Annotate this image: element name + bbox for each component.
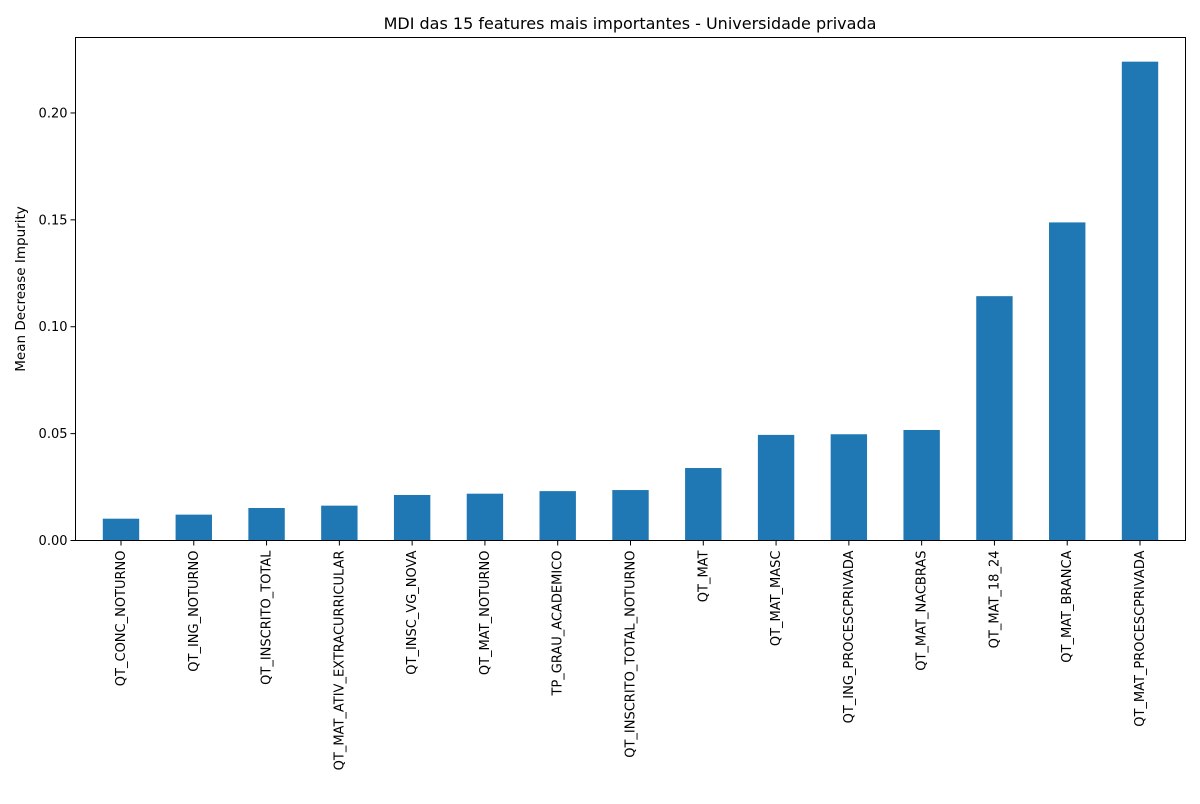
y-tick-label: 0.05 (39, 427, 68, 442)
y-axis-ticks: 0.00 0.05 0.10 0.15 0.20 (39, 106, 76, 549)
bar-qt-mat-procescprivada (1121, 61, 1159, 541)
x-tick-label: QT_MAT_NACBRAS (915, 551, 930, 671)
bar-tp-grau-academico (539, 491, 576, 541)
y-tick-label: 0.10 (39, 320, 68, 335)
bar-qt-mat-branca (1049, 222, 1086, 541)
bar-qt-conc-noturno (102, 518, 140, 541)
x-tick-label: QT_MAT_ATIV_EXTRACURRICULAR (332, 551, 347, 771)
bar-qt-inscrito-total (248, 508, 285, 541)
x-tick-label: QT_MAT_MASC (769, 551, 784, 647)
bar-qt-inscrito-total-noturno (612, 490, 649, 541)
bar-qt-ing-procescprivada (830, 434, 868, 541)
bar-qt-mat-noturno (466, 493, 504, 541)
x-tick-label: QT_INSCRITO_TOTAL_NOTURNO (624, 551, 639, 758)
bar-qt-mat-nacbras (903, 429, 940, 541)
x-tick-label: TP_GRAU_ACADEMICO (551, 551, 566, 697)
x-tick-label: QT_MAT_PROCESCPRIVADA (1133, 550, 1148, 726)
bar-qt-ing-noturno (175, 514, 212, 541)
y-tick-label: 0.00 (39, 534, 68, 549)
plot-frame (75, 37, 1186, 541)
bar-qt-insc-vg-nova (393, 494, 431, 541)
bar-qt-mat (685, 468, 722, 541)
x-tick-label: QT_INSC_VG_NOVA (405, 550, 420, 674)
bars-group (102, 61, 1159, 541)
y-axis-label: Mean Decrease Impurity (13, 206, 29, 372)
x-axis-ticks: QT_CONC_NOTURNO QT_ING_NOTURNO QT_INSCRITO… (114, 540, 1148, 771)
bar-qt-mat-masc (757, 434, 795, 541)
bar-qt-mat-ativ-extracurricular (321, 505, 358, 541)
x-tick-label: QT_MAT_NOTURNO (478, 551, 493, 676)
y-tick-label: 0.15 (39, 213, 68, 228)
x-tick-label: QT_INSCRITO_TOTAL (260, 550, 275, 685)
x-tick-label: QT_CONC_NOTURNO (114, 551, 129, 687)
x-tick-label: QT_MAT_18_24 (987, 551, 1002, 649)
bar-qt-mat-18-24 (976, 296, 1013, 541)
y-tick-label: 0.20 (39, 106, 68, 121)
chart-title: MDI das 15 features mais importantes - U… (384, 14, 877, 33)
x-tick-label: QT_MAT (696, 550, 711, 602)
x-tick-label: QT_ING_NOTURNO (187, 551, 202, 672)
x-tick-label: QT_MAT_BRANCA (1060, 550, 1075, 662)
x-tick-label: QT_ING_PROCESCPRIVADA (842, 550, 857, 723)
